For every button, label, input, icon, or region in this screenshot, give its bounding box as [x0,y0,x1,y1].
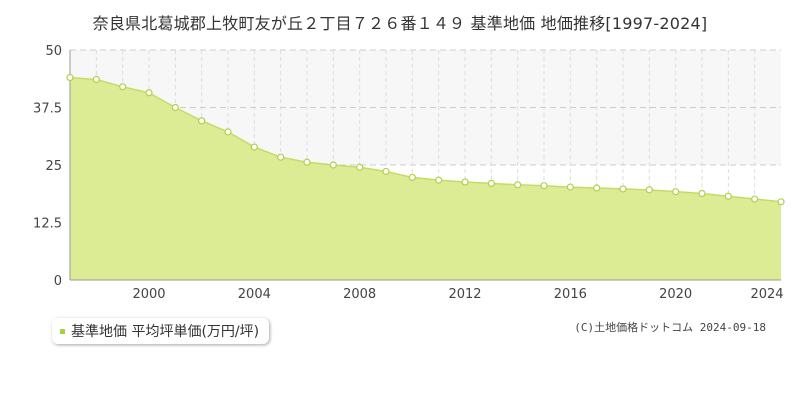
data-point [461,178,469,186]
data-point [540,182,548,190]
data-point [171,103,179,112]
x-tick-label: 2004 [238,287,271,302]
data-point [382,167,390,176]
data-point [303,158,311,166]
data-point [698,189,706,198]
data-point [751,195,759,203]
series-line [69,76,782,203]
data-point [329,161,337,169]
data-point [672,188,680,196]
x-tick-label: 2016 [554,287,587,302]
data-point [119,83,127,91]
x-tick-label: 2008 [343,287,376,302]
data-point [92,75,100,84]
legend: 基準地価 平均坪単価(万円/坪) [52,318,270,344]
data-point [514,181,522,189]
data-point [408,173,416,182]
x-tick-label: 2020 [659,287,692,302]
series-area [70,77,781,280]
data-point [593,184,601,192]
y-tick-label: 0 [54,274,62,289]
data-point [487,179,495,187]
data-point [224,128,232,136]
data-point [198,117,206,125]
legend-swatch [60,328,65,334]
y-tick-label: 12.5 [33,217,62,232]
chart-title: 奈良県北葛城郡上牧町友が丘２丁目７２６番１４９ 基準地価 地価推移[1997-2… [92,14,708,33]
data-point [435,176,443,184]
y-tick-label: 25 [45,159,62,174]
plot-band [70,50,781,108]
x-tick-label: 2000 [132,287,165,302]
data-point [145,89,153,97]
data-point [277,153,285,161]
y-tick-label: 50 [45,44,62,59]
data-point [645,186,653,194]
legend-label: 基準地価 平均坪単価(万円/坪) [71,324,260,340]
data-point [356,163,364,171]
data-point [777,198,785,206]
data-point [250,143,258,151]
x-tick-label: 2012 [448,287,481,302]
data-point [724,192,732,200]
y-tick-label: 37.5 [33,102,62,117]
data-point [66,73,74,82]
data-point [566,183,574,191]
x-tick-label: 2024 [750,287,783,302]
data-point [619,185,627,193]
credit-text: (C)土地価格ドットコム 2024-09-18 [574,321,766,334]
